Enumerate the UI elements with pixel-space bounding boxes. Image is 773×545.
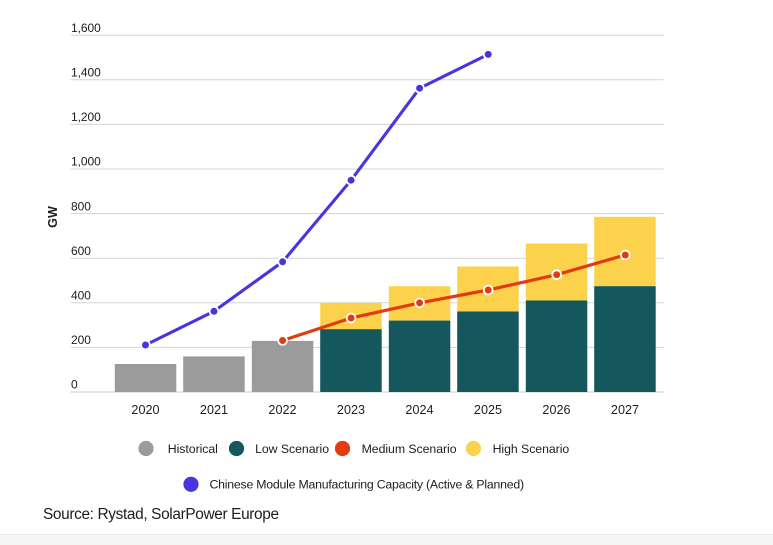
- svg-text:800: 800: [71, 199, 91, 213]
- svg-text:2025: 2025: [474, 403, 502, 417]
- svg-text:2024: 2024: [405, 403, 433, 417]
- svg-text:2027: 2027: [611, 403, 639, 417]
- svg-text:1,600: 1,600: [71, 21, 101, 35]
- svg-text:1,400: 1,400: [71, 66, 101, 80]
- svg-text:Historical: Historical: [168, 442, 218, 456]
- svg-text:600: 600: [71, 244, 91, 258]
- svg-text:0: 0: [71, 378, 78, 392]
- svg-text:Chinese Module Manufacturing C: Chinese Module Manufacturing Capacity (A…: [210, 478, 525, 492]
- svg-text:Low Scenario: Low Scenario: [255, 442, 329, 456]
- svg-text:2022: 2022: [268, 403, 296, 417]
- svg-text:1,200: 1,200: [71, 110, 101, 124]
- svg-text:Medium Scenario: Medium Scenario: [362, 442, 457, 456]
- svg-text:GW: GW: [46, 206, 60, 228]
- svg-text:200: 200: [71, 333, 91, 347]
- svg-text:Source: Rystad, SolarPower Eur: Source: Rystad, SolarPower Europe: [43, 506, 279, 523]
- svg-text:High Scenario: High Scenario: [493, 442, 570, 456]
- svg-text:1,000: 1,000: [71, 155, 101, 169]
- svg-text:2021: 2021: [200, 403, 228, 417]
- svg-text:400: 400: [71, 289, 91, 303]
- svg-text:2023: 2023: [337, 403, 365, 417]
- svg-text:2026: 2026: [542, 403, 570, 417]
- svg-text:2020: 2020: [131, 403, 159, 417]
